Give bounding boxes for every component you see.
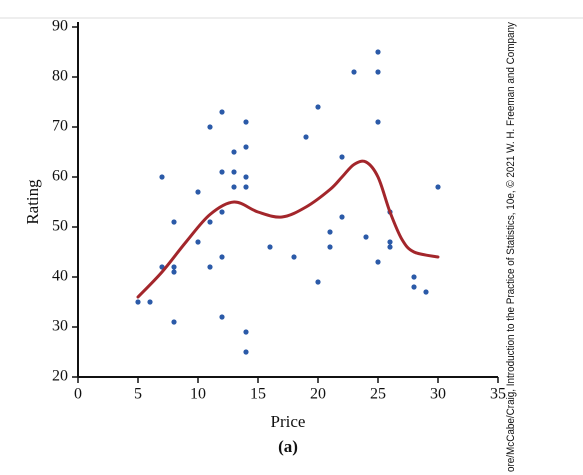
point xyxy=(243,119,249,125)
point xyxy=(243,174,249,180)
point xyxy=(159,174,165,180)
y-tick-label: 80 xyxy=(52,68,68,85)
point xyxy=(219,169,225,175)
x-tick-label: 5 xyxy=(134,386,142,403)
x-tick-label: 20 xyxy=(310,386,326,403)
y-tick-label: 90 xyxy=(52,18,68,35)
point xyxy=(195,239,201,245)
point xyxy=(411,284,417,290)
point xyxy=(315,104,321,110)
y-tick-label: 20 xyxy=(52,368,68,385)
point xyxy=(375,119,381,125)
point xyxy=(327,244,333,250)
point xyxy=(243,184,249,190)
point xyxy=(375,49,381,55)
x-tick-label: 25 xyxy=(370,386,386,403)
x-tick-label: 35 xyxy=(490,386,506,403)
point xyxy=(375,69,381,75)
point xyxy=(351,69,357,75)
point xyxy=(243,144,249,150)
point xyxy=(387,239,393,245)
x-axis-title: Price xyxy=(271,412,306,431)
point xyxy=(171,264,177,270)
point xyxy=(435,184,441,190)
y-tick-label: 70 xyxy=(52,118,68,135)
y-tick-label: 60 xyxy=(52,168,68,185)
credit-text: ore/McCabe/Craig, Introduction to the Pr… xyxy=(505,22,517,472)
y-axis-title: Rating xyxy=(23,179,42,225)
point xyxy=(147,299,153,305)
x-tick-label: 15 xyxy=(250,386,266,403)
point xyxy=(207,264,213,270)
point xyxy=(231,184,237,190)
x-tick-label: 10 xyxy=(190,386,206,403)
point xyxy=(423,289,429,295)
smooth-curve xyxy=(136,159,440,299)
point xyxy=(207,124,213,130)
point xyxy=(207,219,213,225)
point xyxy=(303,134,309,140)
x-tick-label: 30 xyxy=(430,386,446,403)
y-tick-label: 40 xyxy=(52,268,68,285)
caption: (a) xyxy=(278,437,298,456)
point xyxy=(219,209,225,215)
point xyxy=(219,109,225,115)
point xyxy=(171,269,177,275)
point xyxy=(231,149,237,155)
point xyxy=(219,314,225,320)
point xyxy=(375,259,381,265)
point xyxy=(243,329,249,335)
point xyxy=(339,214,345,220)
point xyxy=(267,244,273,250)
point xyxy=(243,349,249,355)
point xyxy=(195,189,201,195)
point xyxy=(171,319,177,325)
point xyxy=(387,244,393,250)
y-tick-label: 50 xyxy=(52,218,68,235)
point xyxy=(315,279,321,285)
y-tick-label: 30 xyxy=(52,318,68,335)
point xyxy=(171,219,177,225)
point xyxy=(231,169,237,175)
point xyxy=(411,274,417,280)
point xyxy=(327,229,333,235)
point xyxy=(291,254,297,260)
point xyxy=(339,154,345,160)
point xyxy=(219,254,225,260)
x-tick-label: 0 xyxy=(74,386,82,403)
point xyxy=(363,234,369,240)
point xyxy=(135,299,141,305)
